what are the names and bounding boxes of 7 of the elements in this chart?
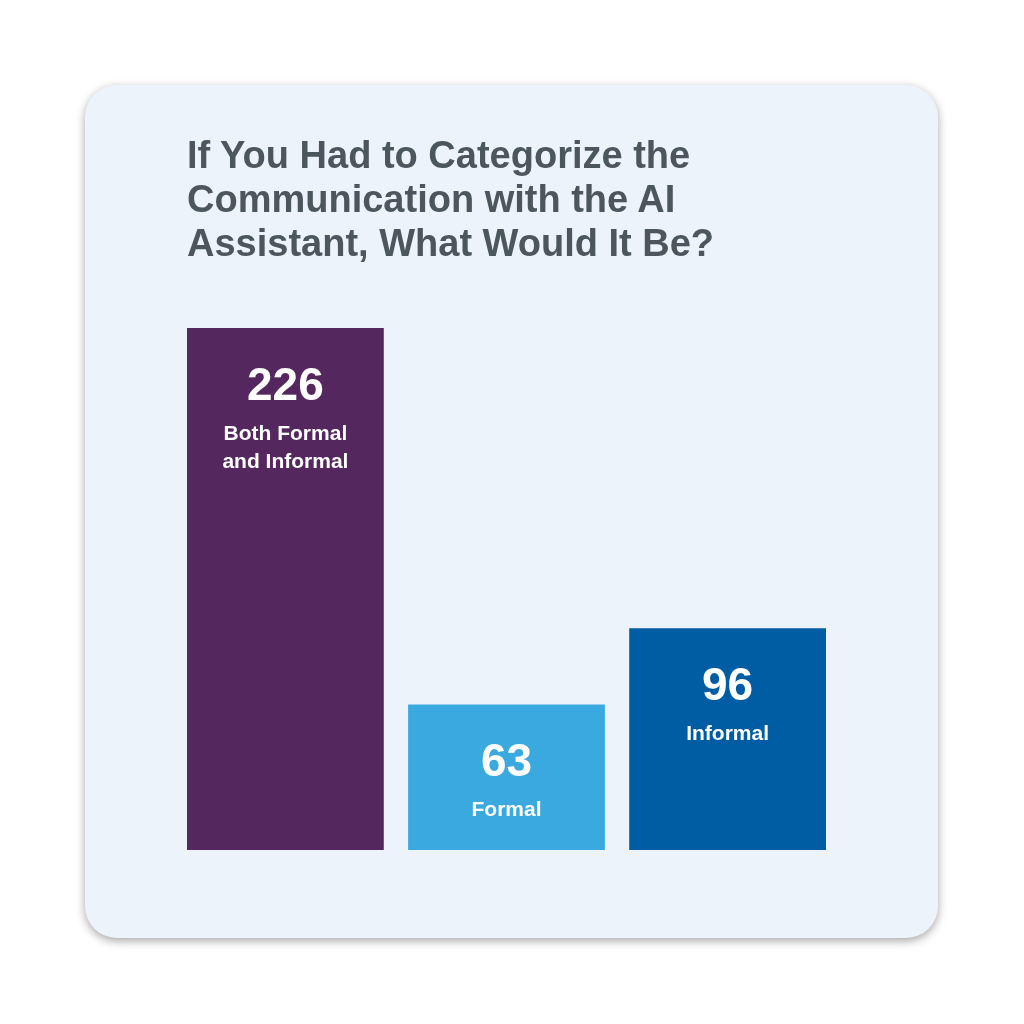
data-label: 226 — [247, 358, 324, 410]
chart-title: If You Had to Categorize the Communication with the AI Assistant, What Would It Be? — [187, 134, 715, 264]
data-label: 96 — [702, 658, 754, 711]
x-tick-label: Formal — [471, 797, 542, 821]
x-tick-label: Both Formal and Informal — [222, 421, 349, 472]
data-label: 63 — [480, 734, 533, 787]
x-tick-label: Informal — [686, 721, 770, 745]
